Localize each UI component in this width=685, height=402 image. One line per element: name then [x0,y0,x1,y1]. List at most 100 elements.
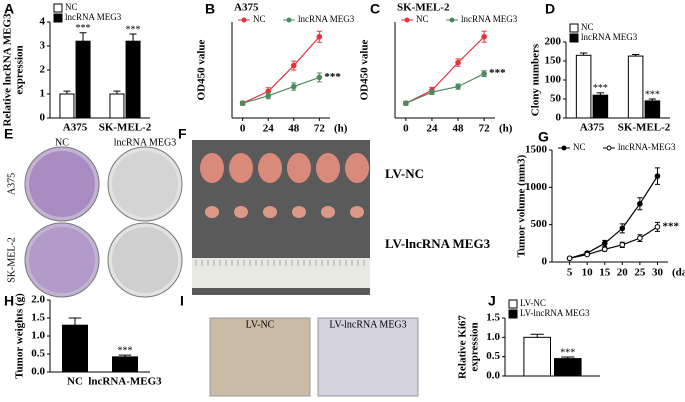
bar [125,40,141,119]
ihc-image [209,317,311,397]
point [619,225,626,232]
point [619,242,626,248]
point [239,100,246,107]
legend-swatch [569,23,579,33]
y-tick-label: 100 [545,74,562,86]
point [637,235,643,241]
tumor [200,153,224,183]
y-tick-label: 2.0 [31,294,45,306]
y-tick-label: 150 [545,55,562,67]
x-tick-label: 24 [426,123,438,135]
series-line [569,175,658,259]
error-bar [596,92,605,96]
error-bar [63,90,71,94]
significance: *** [560,347,575,358]
y-tick-label: 0 [556,112,562,124]
panel-letter: B [205,1,215,17]
significance: *** [662,220,679,232]
legend-label: lncRNA MEG3 [581,32,638,42]
legend-label: lncRNA-MEG3 [618,142,676,152]
y-tick-label: 0.0 [31,366,45,378]
x-tick-label: lncRNA-MEG3 [88,376,162,388]
tumor [263,206,277,218]
x-tick-label: A375 [580,122,605,134]
point [654,224,661,230]
significance: *** [118,345,133,356]
tumor [258,153,282,183]
x-tick-label: 0 [240,123,246,135]
y-tick-label: 1.0 [31,330,45,342]
y-tick-label: 3 [40,40,46,52]
series-line [405,36,485,104]
photo-label: LV-lncRNA MEG3 [385,236,491,251]
y-tick-label: 1.5 [486,312,500,324]
point [584,251,590,258]
y-tick-label: 200 [545,36,562,48]
legend-marker [241,17,247,23]
y-axis-label: Clony numbers [530,43,542,116]
y-axis-label: OD450 value [196,39,208,100]
legend-label: lncRNA MEG3 [461,14,518,24]
ihc-image [317,317,419,397]
legend-swatch [569,33,579,43]
significance: *** [593,83,608,94]
point [601,240,608,247]
error-bar [648,98,657,101]
tumor [234,206,248,218]
photo-label: LV-NC [246,319,275,330]
y-tick-label: 1000 [525,181,548,193]
x-tick-label: 30 [652,267,664,279]
x-tick-label: 5 [567,267,573,279]
y-axis-label: Relative Ki67 [457,315,469,379]
panel-letter: J [488,293,496,309]
panel-letter: E [4,126,13,142]
ruler [192,258,370,288]
error-bar [561,356,575,359]
x-tick-label: 15 [599,267,611,279]
legend-swatch [508,299,518,309]
x-tick-label: 25 [634,267,646,279]
x-tick-label: 72 [479,123,491,135]
panel-letter: G [538,129,549,145]
bar [75,40,91,119]
legend-marker [404,17,410,23]
tumor [316,153,340,183]
point [265,93,272,99]
point [429,89,435,95]
significance: *** [489,67,506,79]
row-label: SK-MEL-2 [6,237,17,283]
x-axis-label: (day) [672,267,685,279]
series-line [242,36,320,104]
error-bar [118,354,132,357]
error-bar [129,33,137,42]
error-bar [79,32,87,42]
point [654,173,661,179]
legend-swatch [53,3,63,13]
x-tick-label: SK-MEL-2 [618,122,671,134]
error-bar [579,52,588,56]
series-line [242,76,320,104]
point [316,33,323,40]
panel-letter: A [4,1,14,17]
panel-letter: H [4,293,14,309]
panel-letter: C [370,1,380,17]
point [601,246,608,253]
bar [62,324,88,373]
bar [644,100,661,119]
legend-label: NC [253,14,266,24]
panel-letter: I [180,293,184,309]
row-label: A375 [6,173,17,195]
legend-label: NC [581,22,594,32]
photo-label: LV-lncRNA MEG3 [329,319,406,330]
tumor [229,153,253,183]
bar [553,358,582,377]
legend-marker [561,145,567,151]
legend-swatch [508,309,518,319]
chart-title: A375 [234,2,259,14]
y-tick-label: 1.5 [31,312,45,324]
panel-letter: F [178,126,187,142]
x-axis-label: (h) [334,123,348,135]
plate-colonies [112,227,178,293]
bar [575,54,592,119]
